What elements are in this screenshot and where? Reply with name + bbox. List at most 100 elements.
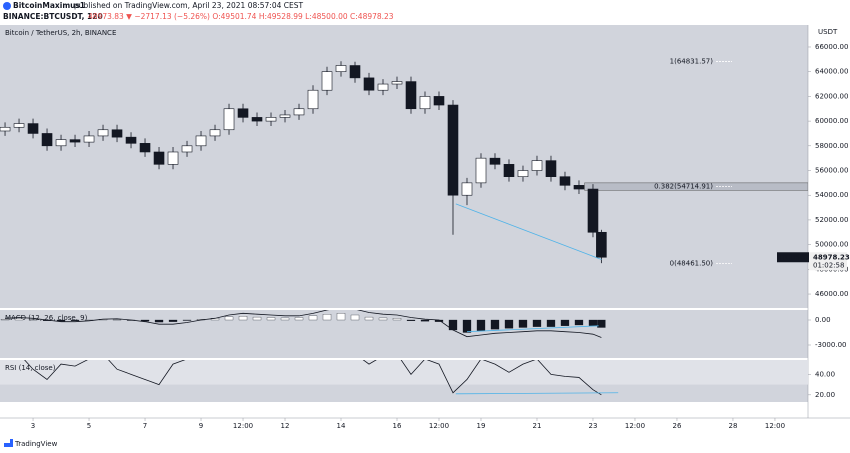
histogram-bar [70, 319, 80, 321]
histogram-bar [546, 319, 556, 327]
candle-body [349, 65, 361, 79]
candle-body [307, 89, 319, 110]
price-tag-bg [777, 252, 809, 263]
histogram-bar [518, 319, 528, 328]
candle-body [475, 157, 487, 184]
x-tick-label: 21 [533, 422, 542, 430]
pane: MACD (12, 26, close, 9) [0, 310, 606, 338]
candle-body [489, 157, 501, 165]
price-tag-value: 48978.23 [813, 253, 850, 261]
pane-background [0, 310, 808, 358]
candle-body [27, 123, 39, 134]
fib-zone [584, 182, 808, 191]
candle-body [153, 151, 165, 165]
candle-body [559, 176, 571, 186]
pane-title: Bitcoin / TetherUS, 2h, BINANCE [5, 29, 116, 37]
candle-body [0, 126, 11, 132]
histogram-bar [168, 319, 178, 322]
histogram-bar [294, 317, 304, 321]
candle-body [279, 114, 291, 118]
histogram-bar [238, 316, 248, 321]
pane: 1(64831.57) 0.382(54714.91) 0(48461.50) [0, 57, 808, 268]
fib-label: 0.382(54714.91) [654, 182, 713, 190]
histogram-bar [504, 319, 514, 329]
y-tick-label: 52000.00 [815, 216, 848, 224]
pane-title: RSI (14, close) [5, 364, 56, 372]
logo [4, 439, 13, 447]
candle-body [335, 65, 347, 72]
candle-body [55, 139, 67, 147]
histogram-bar [406, 319, 416, 321]
histogram-bar [266, 317, 276, 321]
candle-body [573, 185, 585, 190]
candle-body [363, 77, 375, 91]
x-tick-label: 12 [281, 422, 290, 430]
histogram-bar [280, 317, 290, 321]
trendline [455, 392, 619, 395]
histogram-bar [560, 319, 570, 326]
price-tag-symbol: BTCUSDT [777, 253, 811, 261]
histogram-bar [532, 319, 542, 327]
candle-body [503, 164, 515, 177]
candle-body [433, 96, 445, 106]
fib-label: 1(64831.57) [670, 57, 714, 65]
price-tag-countdown: 01:02:58 [813, 261, 844, 269]
candle-body [111, 129, 123, 138]
candle-body [195, 135, 207, 147]
histogram-bar [462, 319, 472, 333]
y-tick-label: 64000.00 [815, 68, 848, 76]
histogram-bar [597, 319, 606, 328]
histogram-bar [56, 319, 66, 322]
fib-label: 0(48461.50) [670, 260, 714, 268]
published: published on TradingView.com, April 23, … [74, 1, 303, 10]
pane: RSI (14, close) [0, 360, 808, 396]
macd-line [5, 310, 602, 338]
histogram-bar [574, 319, 584, 326]
candle-body [517, 170, 529, 177]
symbol: BINANCE:BTCUSDT, 120 [3, 12, 103, 21]
candle-body [139, 143, 151, 153]
rsi-line [24, 360, 602, 396]
candle-body [167, 151, 179, 165]
candle-body [419, 96, 431, 110]
histogram-bar [364, 316, 374, 321]
histogram-bar [140, 319, 150, 322]
candle-body [377, 83, 389, 91]
histogram-bar [182, 319, 192, 321]
x-tick-label: 9 [199, 422, 203, 430]
x-tick-label: 12:00 [429, 422, 449, 430]
author: BitcoinMaximus1 [13, 1, 85, 10]
trendline [466, 325, 599, 333]
histogram-bar [308, 315, 318, 321]
x-tick-label: 12:00 [625, 422, 645, 430]
histogram-bar [0, 319, 10, 321]
candle-body [405, 81, 417, 110]
histogram-bar [154, 319, 164, 323]
x-tick-label: 16 [393, 422, 402, 430]
candle-body [97, 129, 109, 137]
quote: 48973.83 ▼ −2717.13 (−5.26%) O:49501.74 … [88, 12, 394, 21]
candle-body [237, 108, 249, 118]
candle-body [447, 104, 459, 196]
histogram-bar [588, 319, 598, 326]
candle-body [293, 108, 305, 116]
histogram-bar [28, 319, 38, 321]
x-tick-label: 5 [87, 422, 91, 430]
histogram-bar [420, 319, 430, 322]
histogram-bar [112, 319, 122, 321]
candle-body [13, 123, 25, 128]
y-axis-label: USDT [818, 28, 838, 36]
plots: 1(64831.57) 0.382(54714.91) 0(48461.50) Bit… [0, 25, 850, 430]
histogram-bar [378, 317, 388, 321]
pane-background [0, 25, 808, 308]
y-tick-label: -3000.00 [815, 341, 846, 349]
x-tick-label: 23 [589, 422, 598, 430]
histogram-bar [350, 314, 360, 321]
candle-body [251, 117, 263, 122]
candle-body [209, 129, 221, 137]
candle-body [41, 133, 53, 147]
x-tick-label: 12:00 [765, 422, 785, 430]
histogram-bar [336, 313, 346, 321]
y-tick-label: 62000.00 [815, 92, 848, 100]
